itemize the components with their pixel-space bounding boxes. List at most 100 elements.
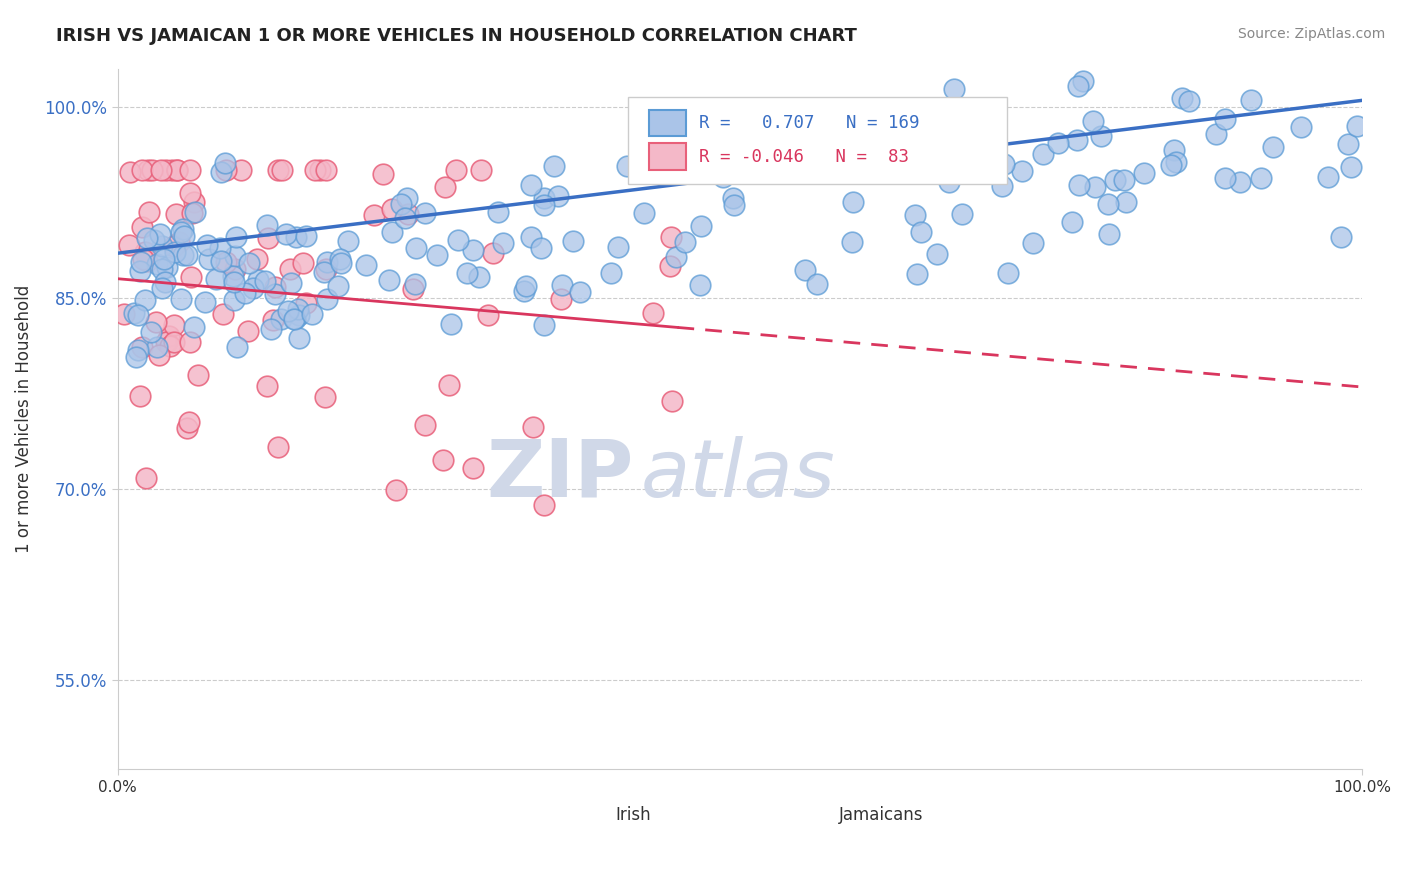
Point [222, 268, 245, 283]
Point [131, 255, 153, 269]
Point [314, 390, 336, 404]
Point [377, 273, 399, 287]
Point [287, 302, 309, 317]
Point [136, 230, 159, 244]
Point [1166, 155, 1188, 169]
Point [264, 287, 287, 301]
Point [127, 343, 149, 357]
Point [242, 281, 264, 295]
Point [166, 163, 188, 178]
Point [1213, 112, 1236, 127]
Point [1081, 114, 1104, 128]
Point [515, 278, 537, 293]
Text: R =   0.707   N = 169: R = 0.707 N = 169 [699, 114, 920, 132]
Point [141, 326, 163, 340]
Point [278, 262, 301, 277]
Point [316, 254, 339, 268]
Point [533, 318, 555, 333]
Point [1240, 93, 1263, 107]
Point [159, 339, 181, 353]
Point [118, 238, 141, 252]
Point [315, 262, 337, 277]
Point [569, 285, 592, 300]
Point [118, 164, 141, 178]
Point [1060, 215, 1083, 229]
Point [157, 329, 180, 343]
Point [463, 461, 485, 475]
Point [179, 186, 201, 200]
Point [153, 275, 176, 289]
Point [405, 241, 427, 255]
Point [697, 136, 720, 150]
Text: Jamaicans: Jamaicans [839, 806, 924, 824]
Point [270, 311, 292, 326]
FancyBboxPatch shape [650, 110, 686, 136]
Point [155, 334, 177, 349]
Point [1316, 169, 1339, 184]
Point [910, 225, 932, 239]
Point [1330, 229, 1353, 244]
Point [561, 234, 583, 248]
Point [156, 260, 179, 274]
Point [262, 313, 284, 327]
Point [308, 163, 330, 178]
Point [155, 163, 177, 178]
Point [641, 305, 664, 319]
Point [195, 238, 218, 252]
Point [256, 379, 278, 393]
Point [1066, 133, 1088, 147]
Point [280, 276, 302, 290]
Point [394, 211, 416, 226]
Point [235, 285, 257, 300]
Point [284, 311, 307, 326]
Point [146, 257, 169, 271]
Point [396, 206, 419, 220]
Point [330, 256, 353, 270]
Point [198, 252, 221, 266]
Point [533, 498, 555, 512]
Point [135, 253, 157, 268]
Point [404, 277, 426, 292]
Point [225, 340, 247, 354]
Point [1022, 235, 1045, 250]
Point [673, 235, 696, 250]
Point [215, 254, 238, 268]
Point [131, 219, 153, 234]
Point [1032, 146, 1054, 161]
Point [337, 235, 360, 249]
Point [373, 167, 395, 181]
Point [224, 275, 246, 289]
Point [167, 235, 190, 249]
Point [172, 222, 194, 236]
Point [794, 263, 817, 277]
Point [543, 159, 565, 173]
Point [215, 163, 238, 178]
Point [143, 233, 166, 247]
Point [170, 292, 193, 306]
Point [470, 163, 492, 178]
Point [520, 178, 543, 193]
Point [224, 261, 246, 276]
Point [129, 264, 152, 278]
Point [943, 81, 966, 95]
Point [456, 266, 478, 280]
Point [713, 169, 735, 184]
Point [389, 196, 412, 211]
Text: ZIP: ZIP [486, 436, 634, 514]
Point [246, 252, 269, 266]
Point [315, 163, 337, 178]
Point [134, 293, 156, 307]
Point [163, 334, 186, 349]
Point [1177, 95, 1199, 109]
Point [288, 308, 311, 322]
Point [231, 163, 253, 178]
Point [491, 235, 513, 250]
Point [288, 331, 311, 345]
Point [131, 340, 153, 354]
Point [181, 206, 204, 220]
Point [329, 252, 352, 266]
Point [758, 150, 780, 164]
Point [721, 191, 744, 205]
Point [127, 309, 149, 323]
Point [606, 240, 628, 254]
